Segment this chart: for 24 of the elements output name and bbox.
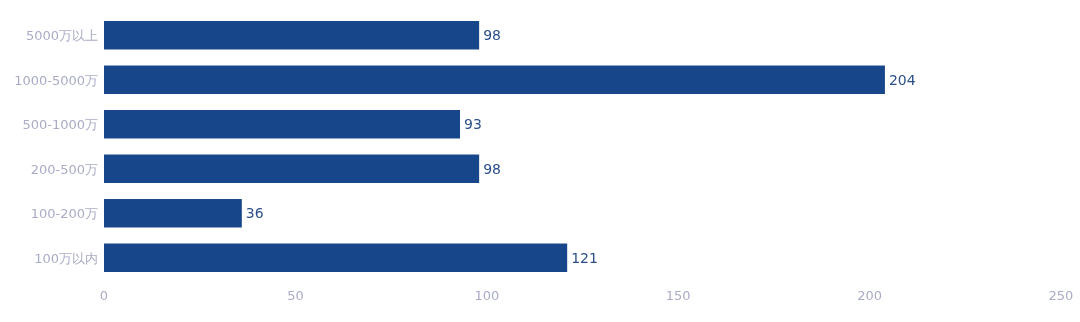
x-tick-label: 50 [287,288,304,303]
y-tick-label: 1000-5000万 [14,72,98,88]
bar [104,243,568,272]
y-tick-label: 100万以内 [34,250,98,266]
y-tick-label: 5000万以上 [25,28,98,44]
x-tick-label: 250 [1048,288,1074,303]
bar [104,154,480,183]
data-label: 98 [483,27,501,44]
data-label: 93 [464,116,482,133]
bar [104,21,480,50]
x-tick-label: 100 [474,288,500,303]
x-tick-label: 200 [857,288,883,303]
bar [104,65,885,94]
bar [104,199,242,228]
y-tick-label: 200-500万 [30,161,98,177]
data-label: 121 [571,249,598,266]
data-label: 98 [483,160,501,177]
data-label: 36 [245,205,264,222]
data-label: 204 [888,71,916,88]
bar [104,110,460,139]
y-tick-label: 500-1000万 [22,117,98,133]
x-tick-label: 150 [665,288,691,303]
x-tick-label: 0 [99,288,109,303]
y-tick-label: 100-200万 [30,206,98,222]
